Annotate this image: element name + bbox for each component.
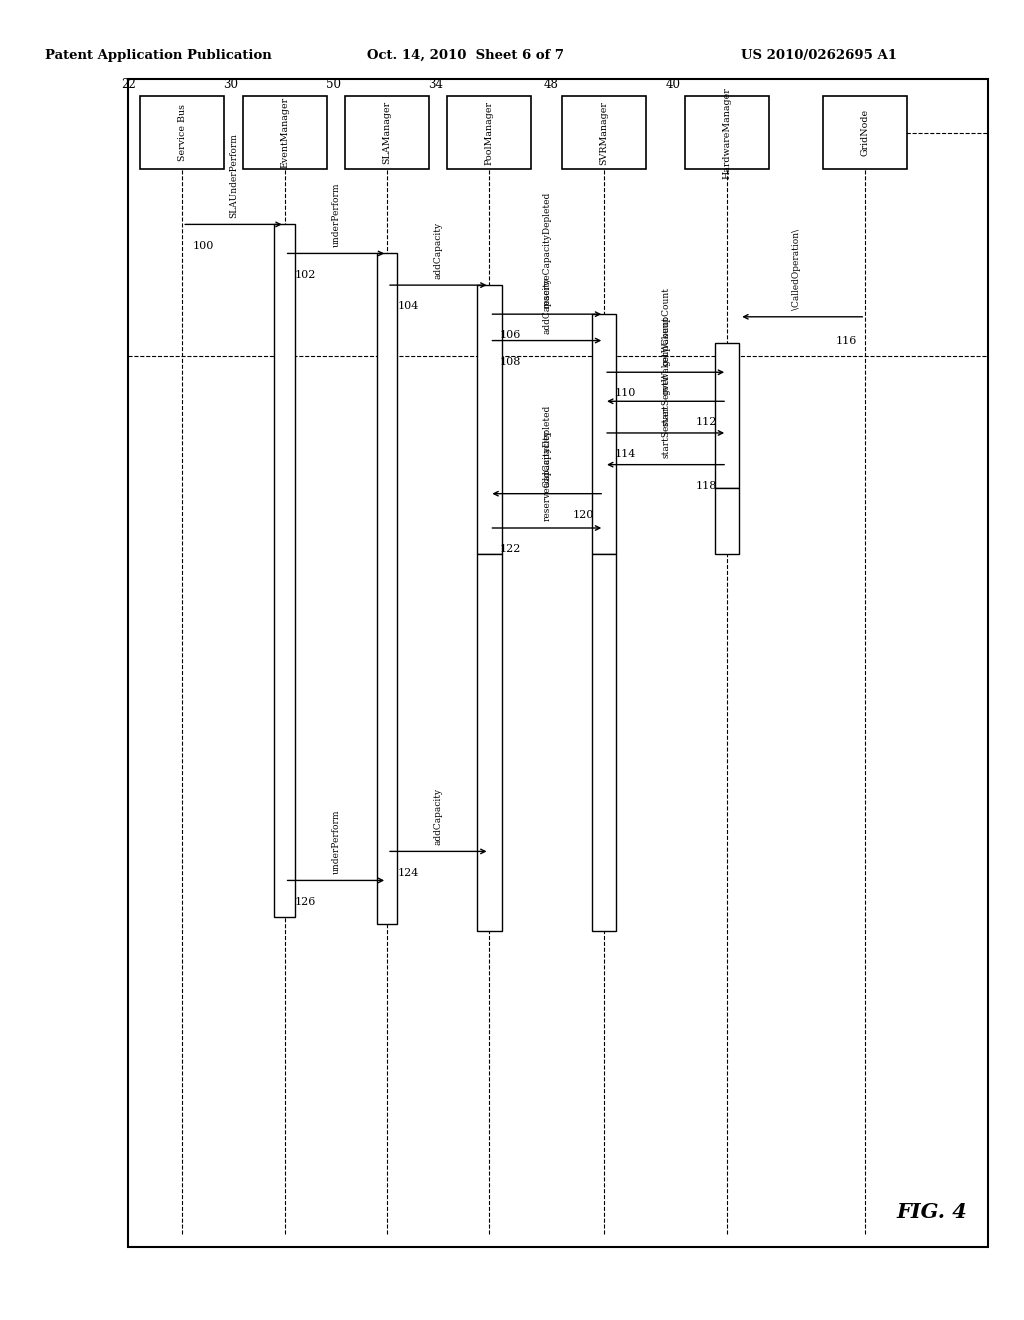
Text: PoolManager: PoolManager [485,100,494,165]
Text: 100: 100 [193,240,214,251]
Bar [715,343,739,488]
Bar [715,488,739,554]
Text: 114: 114 [614,449,636,459]
Bar [685,96,769,169]
Bar [274,224,295,917]
Bar [128,79,988,1247]
Text: 126: 126 [295,896,316,907]
Text: 118: 118 [695,480,717,491]
Bar [447,96,531,169]
Text: underPerform: underPerform [332,182,340,247]
Text: 102: 102 [295,269,316,280]
Text: 120: 120 [572,510,594,520]
Text: HardwareManager: HardwareManager [723,87,731,178]
Text: 22: 22 [122,78,136,91]
Text: 108: 108 [500,356,521,367]
Text: addCapacity: addCapacity [543,430,551,487]
Text: 30: 30 [223,78,239,91]
Bar [243,96,327,169]
Text: addCapacity: addCapacity [434,788,442,845]
Text: \CalledOperation\: \CalledOperation\ [792,230,801,310]
Text: getWakeupCount: getWakeupCount [662,315,670,395]
Text: SVRManager: SVRManager [600,100,608,165]
Bar [345,96,429,169]
Text: 122: 122 [500,544,521,554]
Text: SLAUnderPerform: SLAUnderPerform [229,133,238,218]
Text: 34: 34 [428,78,443,91]
Text: underPerform: underPerform [332,809,340,874]
Text: Patent Application Publication: Patent Application Publication [45,49,272,62]
Text: 116: 116 [836,335,857,346]
Text: 112: 112 [695,417,717,428]
Text: SLAManager: SLAManager [383,102,391,164]
Text: reserveCapacityDepleted: reserveCapacityDepleted [543,191,551,308]
Text: Service Bus: Service Bus [178,104,186,161]
Text: getWakeupCount: getWakeupCount [662,286,670,366]
Bar [477,285,502,554]
Text: 106: 106 [500,330,521,341]
Text: reserveCapacityDepleted: reserveCapacityDepleted [543,405,551,521]
Text: Oct. 14, 2010  Sheet 6 of 7: Oct. 14, 2010 Sheet 6 of 7 [368,49,564,62]
Bar [140,96,224,169]
Bar [562,96,646,169]
Text: EventManager: EventManager [281,98,289,168]
Text: addCapacity: addCapacity [434,222,442,279]
Text: startServer: startServer [662,374,670,426]
Text: startServer: startServer [662,405,670,458]
Text: GridNode: GridNode [861,110,869,156]
Text: 40: 40 [666,78,681,91]
Bar [477,554,502,931]
Bar [823,96,907,169]
Text: 104: 104 [397,301,419,312]
Bar [592,314,616,554]
Text: 50: 50 [326,78,341,91]
Text: addCapacity: addCapacity [543,277,551,334]
Bar [377,253,397,924]
Text: 124: 124 [397,867,419,878]
Bar [592,554,616,931]
Text: US 2010/0262695 A1: US 2010/0262695 A1 [741,49,897,62]
Text: 110: 110 [614,388,636,399]
Text: 48: 48 [543,78,558,91]
Text: FIG. 4: FIG. 4 [896,1201,968,1222]
